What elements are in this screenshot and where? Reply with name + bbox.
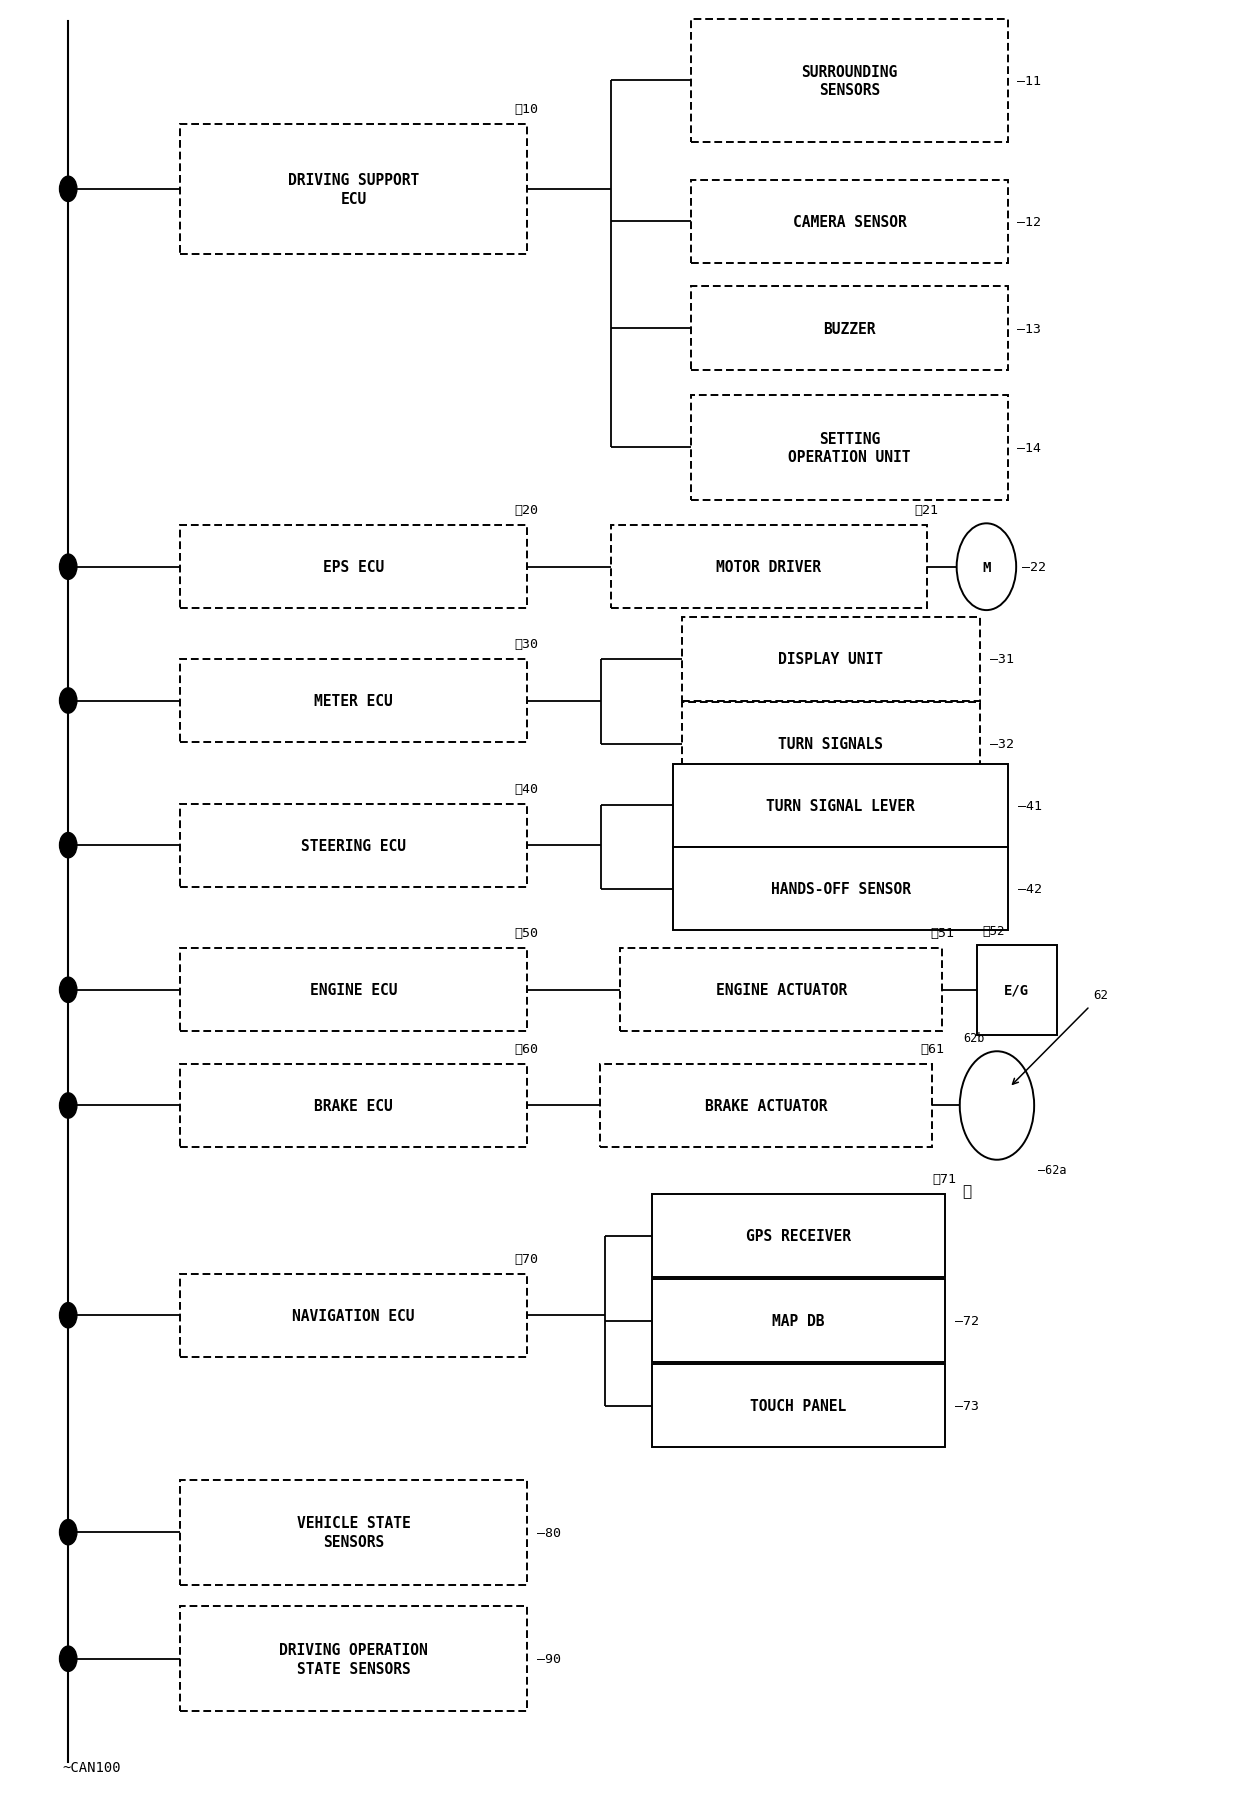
FancyBboxPatch shape — [692, 287, 1008, 370]
Text: GPS RECEIVER: GPS RECEIVER — [746, 1229, 851, 1243]
Circle shape — [60, 555, 77, 580]
FancyBboxPatch shape — [682, 703, 980, 786]
Text: ⌣70: ⌣70 — [515, 1252, 538, 1265]
Circle shape — [60, 833, 77, 858]
Text: EPS ECU: EPS ECU — [322, 560, 384, 575]
Circle shape — [60, 1303, 77, 1328]
FancyBboxPatch shape — [652, 1364, 945, 1447]
Text: BUZZER: BUZZER — [823, 322, 875, 336]
Text: HANDS-OFF SENSOR: HANDS-OFF SENSOR — [771, 882, 910, 896]
Text: BRAKE ACTUATOR: BRAKE ACTUATOR — [706, 1099, 827, 1113]
FancyBboxPatch shape — [180, 526, 527, 609]
Text: M: M — [982, 560, 991, 575]
Text: CAMERA SENSOR: CAMERA SENSOR — [792, 215, 906, 229]
FancyBboxPatch shape — [682, 618, 980, 701]
Circle shape — [60, 1093, 77, 1119]
Circle shape — [60, 688, 77, 714]
Circle shape — [957, 524, 1017, 611]
FancyBboxPatch shape — [600, 1064, 932, 1147]
Text: STEERING ECU: STEERING ECU — [301, 838, 405, 853]
FancyBboxPatch shape — [692, 181, 1008, 264]
FancyBboxPatch shape — [180, 1480, 527, 1585]
Text: —13: —13 — [1017, 322, 1042, 336]
Text: 62: 62 — [1094, 988, 1109, 1001]
FancyBboxPatch shape — [611, 526, 928, 609]
Text: —32: —32 — [990, 737, 1013, 752]
Text: NAVIGATION ECU: NAVIGATION ECU — [293, 1308, 414, 1323]
FancyBboxPatch shape — [180, 1274, 527, 1357]
Text: —73: —73 — [955, 1399, 978, 1413]
Text: DRIVING OPERATION
STATE SENSORS: DRIVING OPERATION STATE SENSORS — [279, 1643, 428, 1675]
Text: DRIVING SUPPORT
ECU: DRIVING SUPPORT ECU — [288, 173, 419, 206]
FancyBboxPatch shape — [977, 945, 1058, 1035]
Text: TOUCH PANEL: TOUCH PANEL — [750, 1399, 847, 1413]
Text: —31: —31 — [990, 652, 1013, 667]
Text: ⌣52: ⌣52 — [983, 925, 1006, 938]
FancyBboxPatch shape — [652, 1194, 945, 1278]
FancyBboxPatch shape — [620, 949, 942, 1032]
Text: —42: —42 — [1018, 882, 1042, 896]
Text: ENGINE ECU: ENGINE ECU — [310, 983, 397, 997]
Text: SURROUNDING
SENSORS: SURROUNDING SENSORS — [801, 65, 898, 98]
Text: ⌣10: ⌣10 — [515, 103, 538, 116]
Text: —14: —14 — [1017, 441, 1042, 455]
Text: —22: —22 — [1023, 560, 1047, 575]
FancyBboxPatch shape — [180, 949, 527, 1032]
Text: ⌣30: ⌣30 — [515, 638, 538, 651]
FancyBboxPatch shape — [180, 660, 527, 743]
Text: ⌓: ⌓ — [962, 1184, 972, 1198]
Circle shape — [60, 978, 77, 1003]
Text: —72: —72 — [955, 1314, 978, 1328]
Text: ENGINE ACTUATOR: ENGINE ACTUATOR — [715, 983, 847, 997]
Text: ⌣50: ⌣50 — [515, 927, 538, 940]
FancyBboxPatch shape — [180, 125, 527, 255]
Text: ⌣40: ⌣40 — [515, 782, 538, 795]
Text: ⌣61: ⌣61 — [920, 1043, 944, 1055]
Text: —41: —41 — [1018, 799, 1042, 813]
Circle shape — [60, 177, 77, 202]
Text: MOTOR DRIVER: MOTOR DRIVER — [717, 560, 821, 575]
FancyBboxPatch shape — [180, 1606, 527, 1711]
Text: SETTING
OPERATION UNIT: SETTING OPERATION UNIT — [789, 432, 910, 464]
Circle shape — [60, 1646, 77, 1671]
Text: —90: —90 — [537, 1652, 560, 1666]
Text: ⌣21: ⌣21 — [915, 504, 939, 517]
Text: VEHICLE STATE
SENSORS: VEHICLE STATE SENSORS — [296, 1516, 410, 1549]
Text: 62b: 62b — [963, 1032, 985, 1044]
FancyBboxPatch shape — [692, 20, 1008, 143]
Text: ⌣60: ⌣60 — [515, 1043, 538, 1055]
Text: —12: —12 — [1017, 215, 1042, 229]
Text: —62a: —62a — [1038, 1164, 1066, 1176]
FancyBboxPatch shape — [180, 1064, 527, 1147]
Circle shape — [60, 1520, 77, 1545]
Text: DISPLAY UNIT: DISPLAY UNIT — [779, 652, 883, 667]
FancyBboxPatch shape — [652, 1279, 945, 1362]
Text: —11: —11 — [1017, 74, 1042, 89]
Text: METER ECU: METER ECU — [314, 694, 393, 708]
Text: BRAKE ECU: BRAKE ECU — [314, 1099, 393, 1113]
Text: ~CAN100: ~CAN100 — [62, 1760, 120, 1774]
FancyBboxPatch shape — [692, 396, 1008, 501]
Text: —80: —80 — [537, 1525, 560, 1540]
FancyBboxPatch shape — [673, 764, 1008, 847]
Circle shape — [960, 1052, 1034, 1160]
Text: ⌣20: ⌣20 — [515, 504, 538, 517]
Text: E/G: E/G — [1004, 983, 1029, 997]
Text: TURN SIGNAL LEVER: TURN SIGNAL LEVER — [766, 799, 915, 813]
FancyBboxPatch shape — [180, 804, 527, 887]
Text: TURN SIGNALS: TURN SIGNALS — [779, 737, 883, 752]
Text: MAP DB: MAP DB — [773, 1314, 825, 1328]
FancyBboxPatch shape — [673, 847, 1008, 931]
Text: ⌣51: ⌣51 — [930, 927, 954, 940]
Text: ⌣71: ⌣71 — [932, 1173, 956, 1185]
